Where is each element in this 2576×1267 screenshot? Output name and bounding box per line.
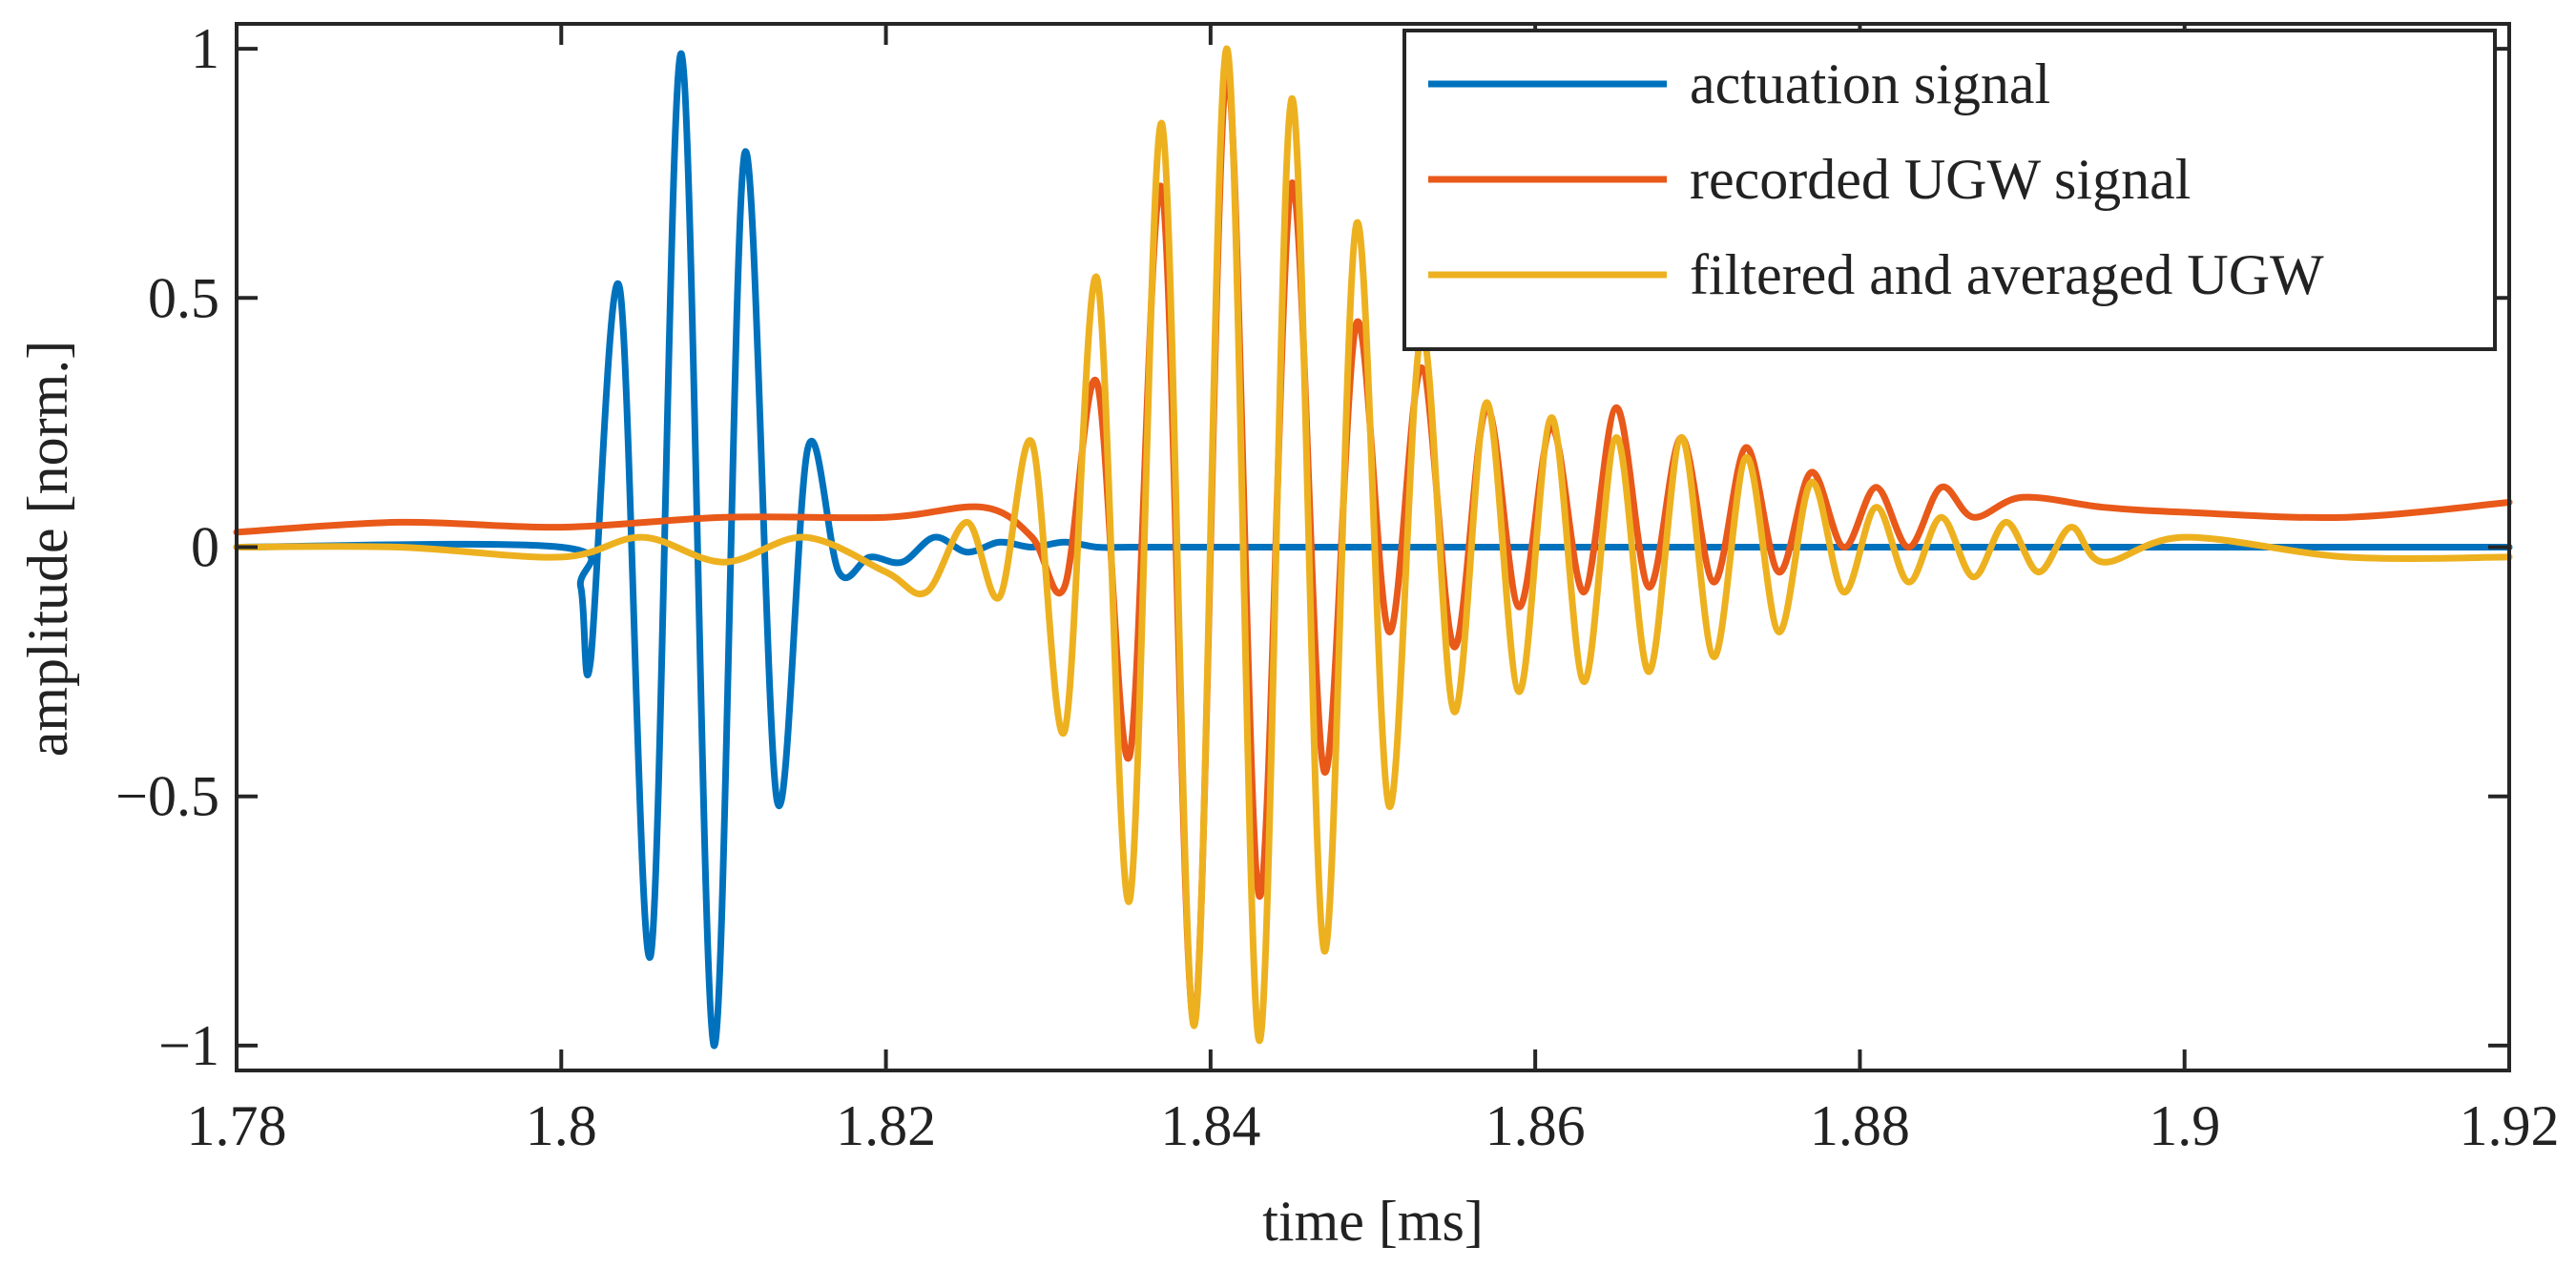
x-axis-label: time [ms] (1262, 1190, 1484, 1253)
x-tick-label: 1.8 (526, 1094, 597, 1157)
x-tick-label: 1.82 (836, 1094, 936, 1157)
y-tick-label: −0.5 (115, 765, 219, 828)
series-line-3 (233, 45, 2513, 1045)
x-tick-label: 1.92 (2460, 1094, 2560, 1157)
y-tick-label: 1 (191, 17, 219, 80)
legend-label-1: actuation signal (1690, 52, 2050, 115)
legend-label-3: filtered and averaged UGW (1690, 243, 2324, 306)
legend-label-2: recorded UGW signal (1690, 148, 2191, 211)
x-tick-label: 1.9 (2149, 1094, 2220, 1157)
legend-items: actuation signal recorded UGW signal filte… (1428, 52, 2324, 306)
x-tick-label: 1.86 (1485, 1094, 1586, 1157)
y-tick-label: 0 (191, 516, 219, 579)
ticks-layer: 1.78 1.8 1.82 1.84 1.86 1.88 1.9 1.92 −1 −0.5 0 0.5… (115, 17, 2559, 1157)
legend: actuation signal recorded UGW signal filte… (1402, 29, 2497, 351)
series-layer (233, 45, 2513, 1049)
x-tick-label: 1.88 (1810, 1094, 1910, 1157)
x-tick-label: 1.78 (187, 1094, 287, 1157)
y-tick-label: 0.5 (148, 266, 219, 329)
y-tick-label: −1 (158, 1014, 219, 1077)
y-axis-label: amplitude [norm.] (16, 341, 79, 758)
x-tick-label: 1.84 (1160, 1094, 1260, 1157)
